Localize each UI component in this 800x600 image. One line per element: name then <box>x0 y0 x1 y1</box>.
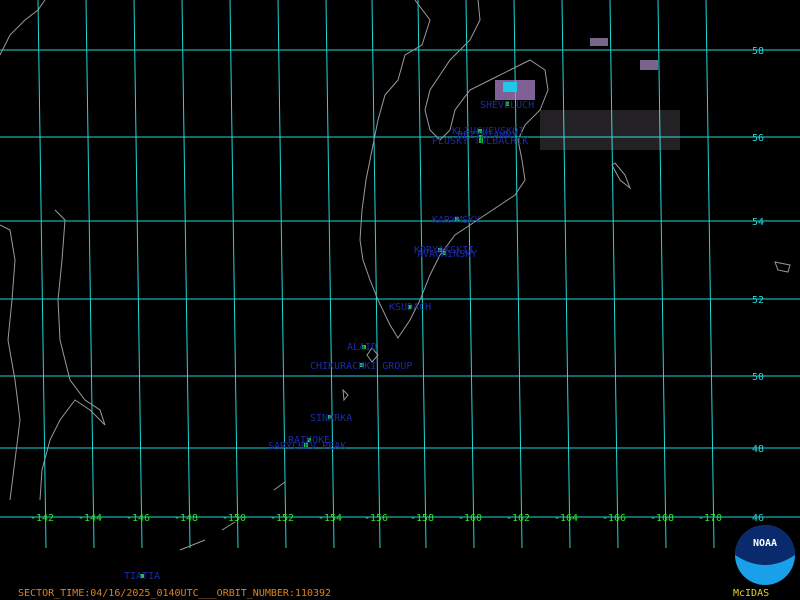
latitude-label: 54 <box>752 217 764 228</box>
latitude-label: 46 <box>752 513 764 524</box>
longitude-label: -170 <box>698 513 722 524</box>
volcano-label: BEZYMIANNY <box>457 130 517 141</box>
volcano-label: KARYMSKY <box>432 215 480 226</box>
coastlines <box>0 0 791 551</box>
volcano-marker <box>360 363 364 367</box>
volcano-label: PLOSKY TOLBACHIK <box>432 136 528 147</box>
coastline <box>0 0 46 56</box>
volcano-marker <box>140 574 144 578</box>
meridian <box>277 0 287 549</box>
latitude-label: 56 <box>752 133 764 144</box>
volcano-label: SINARKA <box>310 413 352 424</box>
meridian <box>465 0 475 549</box>
longitude-label: -146 <box>126 513 150 524</box>
ash-signal <box>540 110 680 150</box>
coastline <box>0 224 21 501</box>
source: McIDAS <box>733 588 769 599</box>
longitude-label: -164 <box>554 513 578 524</box>
volcano-marker <box>505 102 509 106</box>
meridian <box>85 0 95 549</box>
volcano-marker <box>328 415 332 419</box>
volcano-label: RAIKOKE <box>288 435 330 446</box>
latitude-label: 48 <box>752 444 764 455</box>
ash-signal <box>590 38 608 46</box>
meridian <box>229 0 239 549</box>
meridian <box>325 0 335 549</box>
volcano-marker <box>307 438 311 442</box>
ash-signal <box>640 60 658 70</box>
volcano-marker <box>438 248 442 252</box>
volcano-marker <box>479 135 483 139</box>
latitude-label: 58 <box>752 46 764 57</box>
logo-text: NOAA <box>753 538 777 549</box>
coastline <box>342 388 349 402</box>
labels: 58 56 54 52 50 48 46 -142 -144 -146 -148 -150 -152 -1… <box>30 46 764 582</box>
volcano-marker <box>442 251 446 255</box>
longitude-label: -168 <box>650 513 674 524</box>
volcano-label: SARYCHEV PEAK <box>268 441 346 452</box>
longitude-label: -166 <box>602 513 626 524</box>
cloud-overlay <box>495 38 680 150</box>
meridian <box>133 0 143 549</box>
volcano-label: SHEVELUCH <box>480 100 534 111</box>
latitude-label: 52 <box>752 295 764 306</box>
meridian <box>561 0 571 549</box>
sector-info: SECTOR_TIME:04/16/2025_0140UTC___ORBIT_N… <box>18 588 331 599</box>
longitude-label: -152 <box>270 513 294 524</box>
volcano-label: ALAID <box>347 342 377 353</box>
volcano-label: KSUDACH <box>389 302 431 313</box>
longitude-label: -158 <box>410 513 434 524</box>
latitude-label: 50 <box>752 372 764 383</box>
longitude-label: -160 <box>458 513 482 524</box>
meridian <box>371 0 381 549</box>
longitude-label: -148 <box>174 513 198 524</box>
graticule <box>0 0 800 549</box>
longitude-label: -156 <box>364 513 388 524</box>
volcano-marker <box>304 443 308 447</box>
volcano-label: TIATIA <box>124 571 160 582</box>
coastline <box>611 162 632 190</box>
volcano-marker <box>479 139 483 143</box>
meridian <box>417 0 427 549</box>
coastline <box>774 261 791 273</box>
volcano-label: KLIUCHEVSKOI <box>452 126 524 137</box>
volcano-marker <box>408 305 412 309</box>
volcano-marker <box>455 217 459 221</box>
volcano-marker <box>478 129 482 133</box>
volcano-label: CHIKURACHKI GROUP <box>310 361 412 372</box>
meridian <box>657 0 667 549</box>
meridian <box>181 0 191 549</box>
logo-top <box>735 525 795 565</box>
coastline <box>273 481 286 491</box>
meridian <box>37 0 47 549</box>
longitude-label: -150 <box>222 513 246 524</box>
volcano-marker <box>362 345 366 349</box>
longitude-label: -154 <box>318 513 342 524</box>
ash-signal <box>503 82 517 92</box>
coastline <box>179 521 236 551</box>
longitude-label: -144 <box>78 513 102 524</box>
longitude-label: -142 <box>30 513 54 524</box>
volcano-label: AVACHINSKY <box>417 249 477 260</box>
coastline <box>359 0 549 339</box>
meridian <box>609 0 619 549</box>
longitude-label: -162 <box>506 513 530 524</box>
coastline <box>366 347 379 363</box>
noaa-logo: NOAA <box>735 525 795 585</box>
volcano-label: KORYAKSKII <box>414 245 474 256</box>
coastline <box>39 209 106 501</box>
meridian <box>705 0 715 549</box>
